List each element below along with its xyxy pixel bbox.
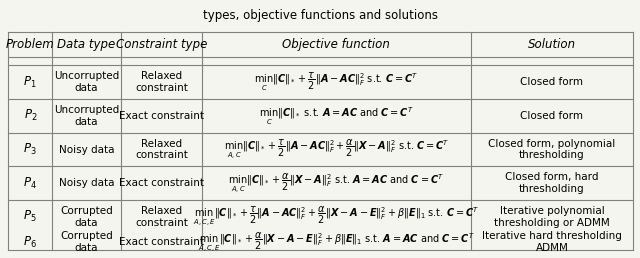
Text: types, objective functions and solutions: types, objective functions and solutions (204, 9, 438, 22)
Text: Relaxed
constraint: Relaxed constraint (135, 139, 188, 160)
Text: $\underset{C}{\min}\|\boldsymbol{C}\|_* + \dfrac{\tau}{2}\|\boldsymbol{A} - \bol: $\underset{C}{\min}\|\boldsymbol{C}\|_* … (254, 71, 419, 93)
Text: $P_3$: $P_3$ (24, 142, 37, 157)
Text: Uncorrupted
data: Uncorrupted data (54, 71, 119, 93)
Text: $P_1$: $P_1$ (24, 75, 37, 90)
Text: Exact constraint: Exact constraint (119, 237, 204, 247)
Text: $P_2$: $P_2$ (24, 108, 37, 124)
Text: $P_6$: $P_6$ (23, 235, 37, 249)
Text: $\underset{A,C}{\min}\|\boldsymbol{C}\|_* + \dfrac{\alpha}{2}\|\boldsymbol{X} - : $\underset{A,C}{\min}\|\boldsymbol{C}\|_… (228, 171, 444, 195)
Text: $\underset{A,C}{\min}\|\boldsymbol{C}\|_* + \dfrac{\tau}{2}\|\boldsymbol{A} - \b: $\underset{A,C}{\min}\|\boldsymbol{C}\|_… (224, 138, 449, 161)
Text: Solution: Solution (528, 38, 576, 51)
Text: Exact constraint: Exact constraint (119, 178, 204, 188)
Text: Iterative polynomial
thresholding or ADMM: Iterative polynomial thresholding or ADM… (494, 206, 610, 228)
Text: Closed form: Closed form (520, 111, 584, 121)
Text: Data type: Data type (58, 38, 116, 51)
Text: $P_5$: $P_5$ (24, 209, 37, 224)
Text: Iterative hard thresholding
ADMM: Iterative hard thresholding ADMM (482, 231, 622, 253)
Text: $\underset{C}{\min}\|\boldsymbol{C}\|_*$ s.t. $\boldsymbol{A} = \boldsymbol{AC}$: $\underset{C}{\min}\|\boldsymbol{C}\|_*$… (259, 105, 414, 126)
Text: Closed form, polynomial
thresholding: Closed form, polynomial thresholding (488, 139, 616, 160)
Text: Corrupted
data: Corrupted data (60, 206, 113, 228)
Text: Relaxed
constraint: Relaxed constraint (135, 206, 188, 228)
Text: Constraint type: Constraint type (116, 38, 207, 51)
Text: Exact constraint: Exact constraint (119, 111, 204, 121)
Text: Closed form: Closed form (520, 77, 584, 87)
Text: Problem: Problem (6, 38, 54, 51)
Text: Uncorrupted
data: Uncorrupted data (54, 105, 119, 127)
Text: Relaxed
constraint: Relaxed constraint (135, 71, 188, 93)
Text: $\underset{A,C,E}{\min}\|\boldsymbol{C}\|_* + \dfrac{\alpha}{2}\|\boldsymbol{X} : $\underset{A,C,E}{\min}\|\boldsymbol{C}\… (198, 230, 475, 254)
Text: Noisy data: Noisy data (59, 144, 115, 155)
Text: $\underset{A,C,E}{\min}\|\boldsymbol{C}\|_* + \dfrac{\tau}{2}\|\boldsymbol{A} - : $\underset{A,C,E}{\min}\|\boldsymbol{C}\… (193, 205, 479, 229)
Text: Corrupted
data: Corrupted data (60, 231, 113, 253)
Text: Noisy data: Noisy data (59, 178, 115, 188)
Text: Closed form, hard
thresholding: Closed form, hard thresholding (505, 172, 598, 194)
Text: $P_4$: $P_4$ (23, 176, 37, 191)
Text: Objective function: Objective function (282, 38, 390, 51)
